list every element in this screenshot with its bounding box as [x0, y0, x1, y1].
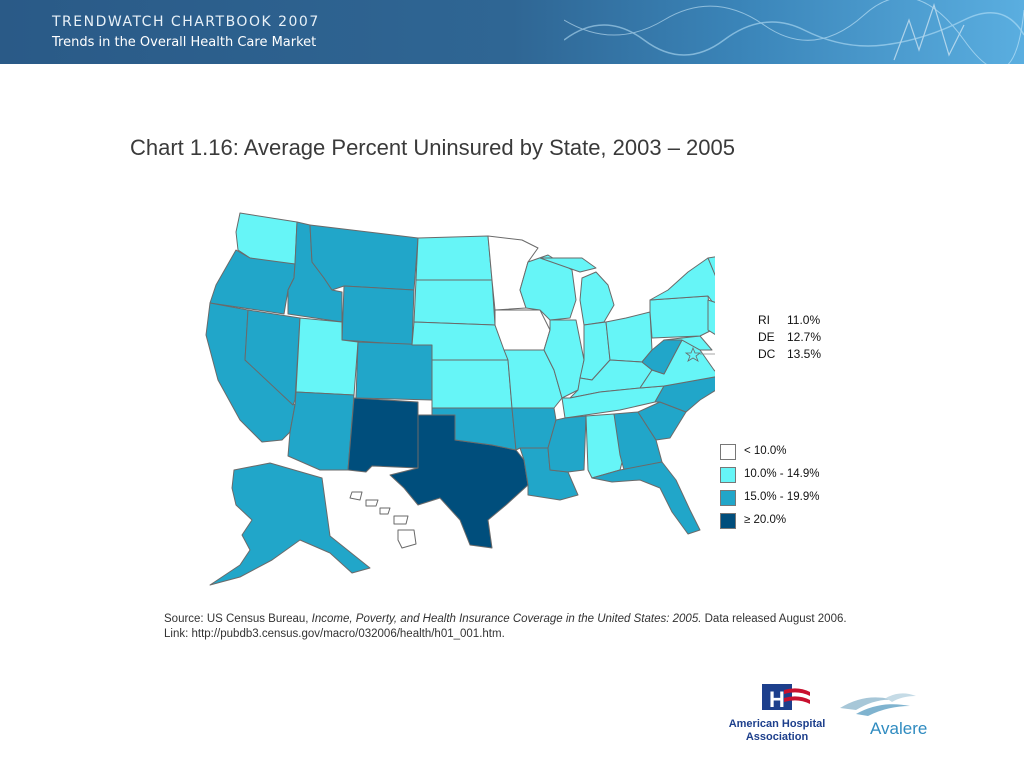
- state-co: [355, 341, 433, 401]
- header-subtitle: Trends in the Overall Health Care Market: [52, 35, 317, 50]
- state-hi: [349, 491, 417, 549]
- source-link: Link: http://pubdb3.census.gov/macro/032…: [164, 628, 505, 640]
- avalere-name: Avalere: [870, 719, 927, 738]
- state-ks: [431, 359, 513, 409]
- callout-value-ri: 11.0%: [787, 313, 821, 327]
- state-mt: [309, 224, 419, 291]
- header-banner: TRENDWATCH CHARTBOOK 2007 Trends in the …: [0, 0, 1024, 64]
- legend-item: < 10.0%: [720, 444, 920, 460]
- state-ms: [547, 415, 587, 473]
- aha-name-line2: Association: [746, 731, 809, 743]
- legend-swatch: [720, 513, 736, 529]
- chart-title: Chart 1.16: Average Percent Uninsured by…: [130, 135, 735, 160]
- legend-swatch: [720, 490, 736, 506]
- avalere-logo: Avalere: [840, 693, 927, 738]
- callout-value-dc: 13.5%: [787, 347, 822, 361]
- legend-label: 15.0% - 19.9%: [744, 491, 820, 503]
- state-vt: [707, 256, 715, 277]
- state-nd: [415, 235, 493, 281]
- state-nm: [347, 397, 419, 473]
- legend-item: 10.0% - 14.9%: [720, 467, 920, 483]
- state-ia: [494, 309, 551, 351]
- source-suffix: Data released August 2006.: [701, 613, 847, 625]
- callout-state-de: DE: [758, 330, 775, 344]
- legend-item: ≥ 20.0%: [720, 513, 920, 529]
- state-pa: [649, 295, 713, 339]
- aha-mark: H: [769, 687, 785, 712]
- state-nv: [244, 309, 301, 406]
- state-ak: [209, 462, 371, 586]
- state-wy: [341, 285, 415, 346]
- legend-label: 10.0% - 14.9%: [744, 468, 820, 480]
- state-ny: [649, 257, 715, 305]
- legend-swatch: [720, 467, 736, 483]
- aha-logo: H American Hospital Association: [729, 684, 826, 743]
- header-pattern: [564, 0, 1024, 64]
- callout-value-de: 12.7%: [787, 330, 822, 344]
- state-az: [287, 391, 355, 471]
- legend-swatch: [720, 444, 736, 460]
- legend-label: ≥ 20.0%: [744, 514, 787, 526]
- source-title: Income, Poverty, and Health Insurance Co…: [311, 613, 702, 625]
- state-mi: [539, 257, 615, 326]
- state-oh: [605, 311, 653, 363]
- header-title: TRENDWATCH CHARTBOOK 2007: [52, 14, 320, 30]
- aha-name-line1: American Hospital: [729, 718, 826, 730]
- us-map: [205, 212, 715, 586]
- callout-state-dc: DC: [758, 347, 776, 361]
- source-note: Source: US Census Bureau, Income, Povert…: [164, 612, 964, 642]
- state-sd: [413, 279, 496, 326]
- legend-label: < 10.0%: [744, 445, 787, 457]
- state-nj: [707, 299, 715, 335]
- dc-star-marker: [684, 346, 702, 362]
- state-sc: [637, 401, 687, 441]
- callout-state-ri: RI: [758, 313, 770, 327]
- source-prefix: Source: US Census Bureau,: [164, 613, 312, 625]
- legend-item: 15.0% - 19.9%: [720, 490, 920, 506]
- state-fl: [591, 461, 701, 535]
